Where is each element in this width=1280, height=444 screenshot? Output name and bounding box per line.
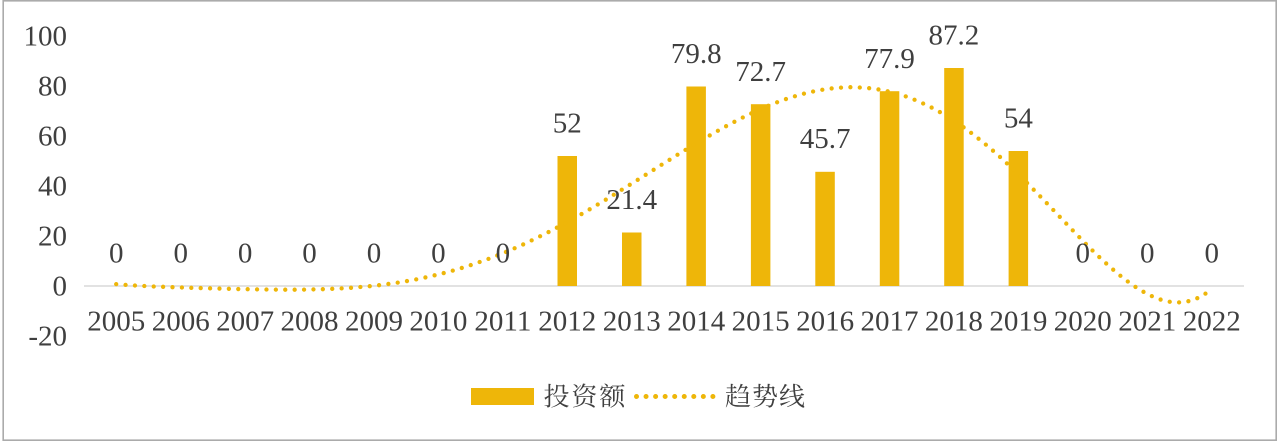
svg-text:54: 54 [1004, 103, 1034, 135]
svg-text:21.4: 21.4 [606, 184, 657, 216]
svg-text:0: 0 [496, 238, 511, 270]
svg-text:2015: 2015 [732, 306, 790, 338]
svg-text:2012: 2012 [538, 306, 596, 338]
svg-text:72.7: 72.7 [735, 56, 786, 88]
svg-text:87.2: 87.2 [929, 20, 980, 52]
svg-text:0: 0 [431, 238, 446, 270]
svg-text:100: 100 [24, 20, 68, 52]
svg-text:2017: 2017 [861, 306, 919, 338]
svg-text:0: 0 [109, 238, 124, 270]
svg-text:2013: 2013 [603, 306, 661, 338]
svg-text:0: 0 [302, 238, 317, 270]
svg-text:0: 0 [173, 238, 188, 270]
svg-text:77.9: 77.9 [864, 43, 915, 75]
svg-text:0: 0 [367, 238, 382, 270]
svg-text:2010: 2010 [409, 306, 467, 338]
svg-text:2021: 2021 [1118, 306, 1176, 338]
svg-text:52: 52 [553, 108, 582, 140]
svg-text:40: 40 [38, 170, 67, 202]
svg-text:45.7: 45.7 [800, 123, 851, 155]
svg-text:0: 0 [1204, 238, 1219, 270]
svg-text:2008: 2008 [281, 306, 339, 338]
svg-text:60: 60 [38, 120, 67, 152]
svg-text:2018: 2018 [925, 306, 983, 338]
svg-text:2011: 2011 [474, 306, 531, 338]
svg-text:0: 0 [1140, 238, 1155, 270]
svg-text:-20: -20 [28, 320, 67, 352]
svg-text:2014: 2014 [667, 306, 726, 338]
svg-text:2022: 2022 [1183, 306, 1241, 338]
svg-text:0: 0 [238, 238, 253, 270]
svg-text:2009: 2009 [345, 306, 403, 338]
svg-text:80: 80 [38, 70, 67, 102]
svg-text:2016: 2016 [796, 306, 854, 338]
svg-text:2019: 2019 [989, 306, 1047, 338]
svg-text:0: 0 [1076, 238, 1091, 270]
svg-text:2007: 2007 [216, 306, 274, 338]
svg-text:2020: 2020 [1054, 306, 1112, 338]
svg-text:2006: 2006 [152, 306, 210, 338]
svg-text:0: 0 [53, 270, 68, 302]
svg-text:79.8: 79.8 [671, 38, 722, 70]
svg-text:2005: 2005 [87, 306, 145, 338]
svg-text:20: 20 [38, 220, 67, 252]
